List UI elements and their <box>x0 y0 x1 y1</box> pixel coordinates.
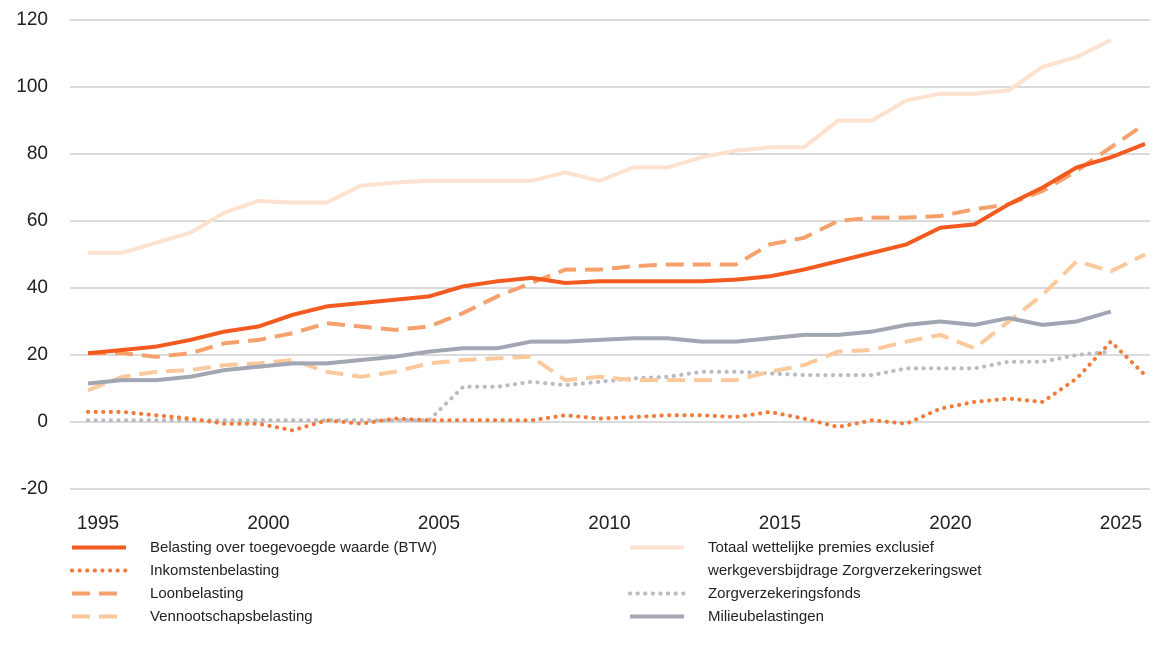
legend-label: Zorgverzekeringsfonds <box>708 585 861 602</box>
legend-swatch <box>70 568 128 573</box>
legend-label: Vennootschapsbelasting <box>150 608 313 625</box>
legend-label: Belasting over toegevoegde waarde (BTW) <box>150 539 437 556</box>
legend-swatch <box>630 614 684 619</box>
legend-label: Inkomstenbelasting <box>150 562 280 579</box>
legend: Belasting over toegevoegde waarde (BTW) I… <box>70 536 1048 628</box>
x-tick-label: 2025 <box>1100 513 1142 530</box>
series-line <box>87 309 1112 386</box>
legend-swatch <box>72 545 126 550</box>
legend-item: Milieubelastingen <box>628 605 1048 628</box>
legend-item: Inkomstenbelasting <box>70 559 628 582</box>
x-tick-label: 2010 <box>588 513 630 530</box>
legend-item: Totaal wettelijke premies exclusief werk… <box>628 536 1048 582</box>
legend-item: Loonbelasting <box>70 582 628 605</box>
y-tick-label: 60 <box>27 210 48 231</box>
x-tick-label: 2020 <box>929 513 971 530</box>
y-tick-label: 80 <box>27 143 48 164</box>
legend-swatch <box>72 591 126 596</box>
series-line <box>88 38 1112 255</box>
legend-label: Totaal wettelijke premies exclusief werk… <box>708 539 982 579</box>
y-tick-label: 20 <box>27 344 48 365</box>
y-tick-label: 100 <box>16 76 48 97</box>
y-tick-label: 0 <box>37 411 48 432</box>
chart: -20 0 20 40 60 80 100 120 1995 2000 2005 2010 2015 20… <box>16 9 1150 530</box>
series-line <box>88 122 1147 359</box>
series-line <box>87 252 1146 393</box>
legend-label: Milieubelastingen <box>708 608 824 625</box>
legend-item: Zorgverzekeringsfonds <box>628 582 1048 605</box>
legend-swatch <box>630 545 684 550</box>
legend-column: Belasting over toegevoegde waarde (BTW) I… <box>70 536 628 628</box>
legend-label: Loonbelasting <box>150 585 244 602</box>
series-line <box>86 349 1113 423</box>
legend-column: Totaal wettelijke premies exclusief werk… <box>628 536 1048 628</box>
x-tick-label: 2005 <box>418 513 460 530</box>
series-line <box>87 142 1146 356</box>
y-tick-label: -20 <box>21 478 48 499</box>
legend-item: Belasting over toegevoegde waarde (BTW) <box>70 536 628 559</box>
series-line <box>86 339 1147 433</box>
legend-swatch <box>72 614 126 619</box>
legend-item: Vennootschapsbelasting <box>70 605 628 628</box>
x-tick-label: 2015 <box>759 513 801 530</box>
x-tick-label: 1995 <box>77 513 119 530</box>
x-tick-label: 2000 <box>247 513 289 530</box>
legend-swatch <box>628 591 686 596</box>
y-tick-label: 40 <box>27 277 48 298</box>
y-tick-label: 120 <box>16 9 48 30</box>
